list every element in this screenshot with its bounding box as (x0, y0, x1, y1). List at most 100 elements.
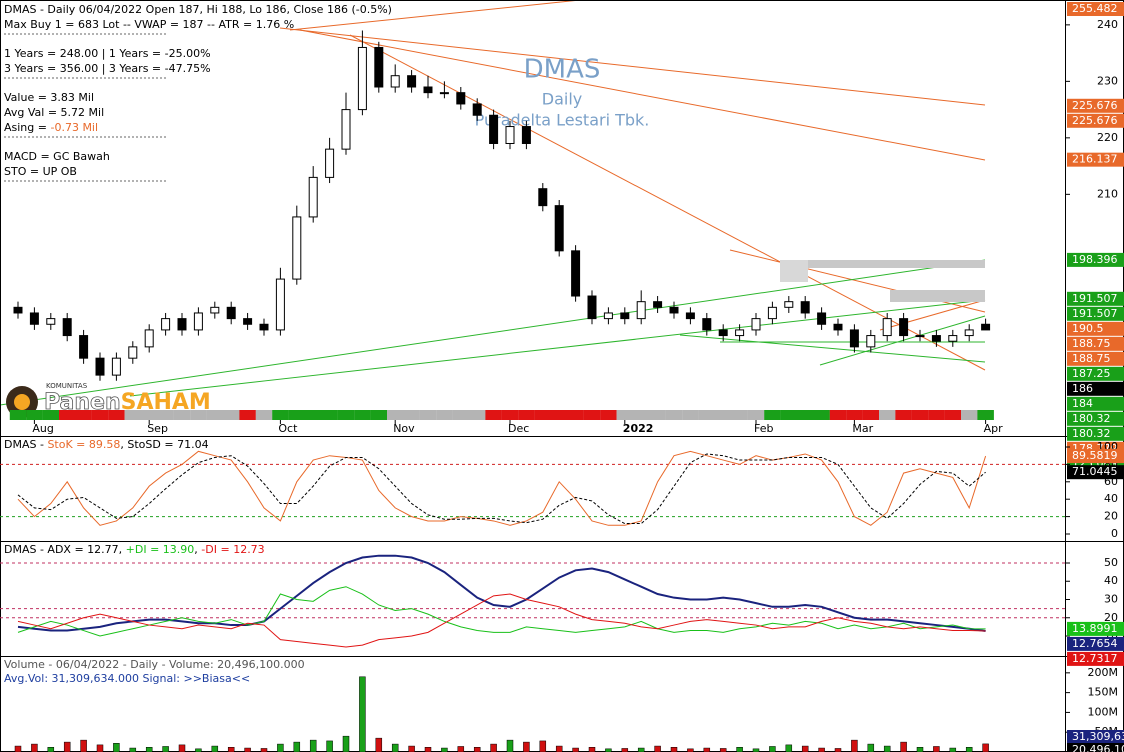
candle-body (111, 357, 121, 376)
volume-bar (326, 740, 333, 752)
price-level-label: 191.507 (1072, 307, 1118, 320)
signal-segment (190, 410, 207, 420)
candle-body (521, 126, 531, 144)
volume-bar (883, 745, 891, 752)
signal-segment (403, 410, 420, 420)
volume-bar (309, 739, 317, 752)
candle-body (128, 346, 138, 359)
x-tick-label: Feb (754, 422, 773, 435)
series-line (17, 554, 986, 632)
volume-bar (14, 745, 22, 752)
signal-segment (501, 410, 519, 420)
candle-body (177, 318, 187, 331)
price-level-label: 186 (1072, 382, 1093, 395)
avg-volume-label-box (1067, 730, 1124, 744)
signal-segment (731, 410, 748, 420)
candle-body (210, 306, 220, 314)
signal-segment (26, 410, 43, 420)
signal-segment (682, 410, 699, 420)
header-text: Asing = (4, 121, 50, 134)
signal-segment (715, 410, 732, 420)
signal-segment (665, 410, 683, 420)
price-level-label-box (1067, 321, 1124, 336)
panel-title: DMAS - StoK = 89.58, StoSD = 71.04 (4, 438, 209, 451)
price-level-label: 188.75 (1072, 352, 1111, 365)
volume-bar (818, 747, 825, 752)
candle-body (849, 329, 859, 348)
volume-bar (260, 748, 268, 752)
candle-body (685, 312, 695, 320)
signal-segment (649, 410, 666, 420)
last-value-label-box (1067, 636, 1124, 651)
price-level-label: 191.507 (1072, 292, 1118, 305)
signal-segment (141, 410, 158, 420)
price-level-label-box (1067, 2, 1124, 16)
header-line: DMAS - Daily 06/04/2022 Open 187, Hi 188… (4, 3, 392, 16)
signal-segment (961, 410, 978, 420)
volume-bar (47, 747, 55, 752)
volume-bar (96, 744, 104, 752)
volume-bar (244, 747, 251, 752)
last-value-label: 71.0445 (1072, 465, 1118, 478)
price-level-label-box (1067, 336, 1124, 351)
volume-bar (293, 741, 301, 752)
price-level-label-box (1067, 381, 1124, 396)
signal-segment (75, 410, 92, 420)
candle-body (866, 335, 876, 348)
candle-body (767, 306, 777, 320)
last-value-label-box (1067, 449, 1124, 464)
signal-segment (518, 410, 535, 420)
price-level-label-box (1067, 396, 1124, 411)
volume-bar (162, 746, 169, 752)
y-tick-label: 150M (1088, 686, 1119, 699)
signal-segment (354, 410, 371, 420)
signal-segment (567, 410, 584, 420)
candle-body (456, 92, 466, 105)
series-line (17, 586, 986, 637)
signal-segment (797, 410, 814, 420)
candle-body (259, 323, 269, 331)
avg-volume-label: 31,309,63 (1072, 730, 1124, 743)
signal-segment (9, 410, 27, 420)
last-volume-label: 20,496,10 (1072, 743, 1124, 752)
volume-bar (900, 741, 907, 752)
last-volume-label-box (1067, 743, 1124, 752)
volume-bar (703, 747, 711, 752)
price-level-label-box (1067, 306, 1124, 321)
header-text: 1 Years = 248.00 | 1 Years = -25.00% (4, 47, 211, 60)
candle-body (161, 318, 171, 331)
candle-body (931, 335, 941, 342)
candle-body (915, 335, 925, 338)
candle-body (554, 205, 564, 252)
header-text: -0.73 Mil (50, 121, 98, 134)
volume-bar (490, 743, 497, 752)
candle-body (669, 306, 679, 314)
signal-segment (223, 410, 240, 420)
volume-bar (769, 746, 776, 752)
signal-segment (370, 410, 388, 420)
candle-body (587, 295, 597, 320)
volume-bar (457, 746, 465, 752)
volume-bar (129, 747, 137, 752)
price-level-label: 190.5 (1072, 322, 1104, 335)
candle-body (325, 148, 335, 178)
volume-bar (359, 676, 366, 752)
header-line: Avg Val = 5.72 Mil (4, 106, 104, 119)
price-level-label-box (1067, 113, 1124, 128)
header: DMAS - Daily 06/04/2022 Open 187, Hi 188… (4, 3, 392, 182)
signal-segment (469, 410, 486, 420)
volume-bar (375, 737, 383, 752)
watermark: DMAS Daily Puradelta Lestari Tbk. (475, 55, 650, 130)
volume-bar (637, 747, 645, 752)
x-tick-label: Oct (278, 422, 298, 435)
signal-segment (452, 410, 470, 420)
signal-segment (534, 410, 552, 420)
header-text: Max Buy 1 = 683 Lot -- VWAP = 187 -- ATR… (4, 18, 294, 31)
volume-bar (965, 747, 973, 752)
volume-bar (736, 747, 743, 752)
signal-segment (305, 410, 322, 420)
volume-bar (277, 743, 284, 752)
signal-segment (813, 410, 830, 420)
candle-body (620, 312, 630, 320)
